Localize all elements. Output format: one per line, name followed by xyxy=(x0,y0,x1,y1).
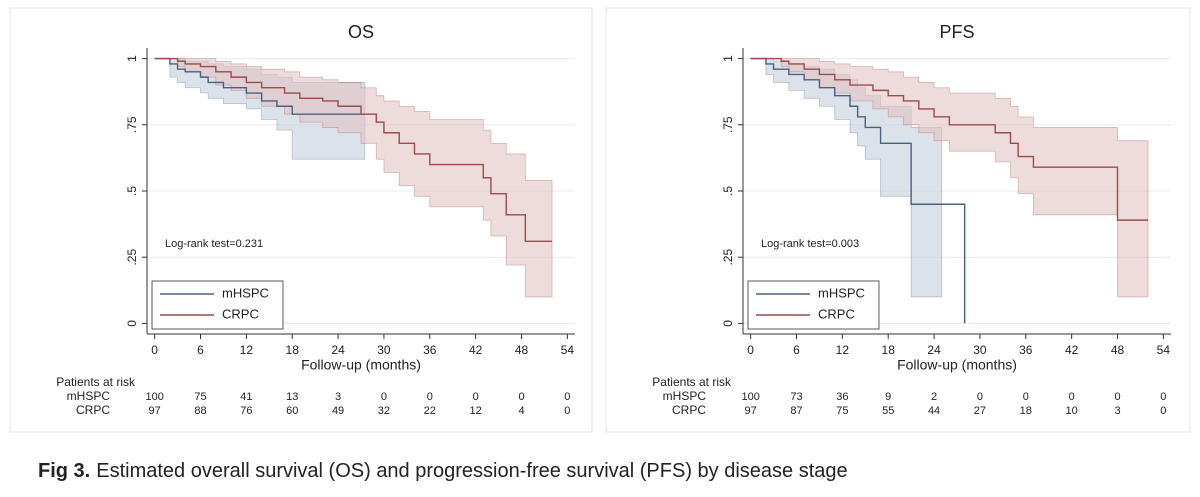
x-tick-label: 24 xyxy=(927,343,941,357)
x-tick-label: 48 xyxy=(515,343,529,357)
risk-count: 18 xyxy=(1020,405,1032,417)
risk-count: 49 xyxy=(332,405,344,417)
x-tick-label: 12 xyxy=(836,343,850,357)
risk-count: 10 xyxy=(1066,405,1078,417)
risk-count: 76 xyxy=(240,405,252,417)
x-tick-label: 30 xyxy=(377,343,391,357)
legend-label: CRPC xyxy=(818,306,855,321)
risk-count: 41 xyxy=(240,391,252,403)
risk-count: 32 xyxy=(378,405,390,417)
risk-count: 3 xyxy=(335,391,341,403)
legend-box xyxy=(747,280,880,330)
y-tick-label: .5 xyxy=(721,186,735,196)
risk-count: 75 xyxy=(194,391,206,403)
risk-count: 12 xyxy=(470,405,482,417)
risk-count: 100 xyxy=(741,391,759,403)
y-tick-label: .25 xyxy=(721,249,735,266)
x-tick-label: 36 xyxy=(1019,343,1033,357)
caption-text: Estimated overall survival (OS) and prog… xyxy=(96,460,847,482)
y-tick-label: .75 xyxy=(125,116,139,133)
risk-count: 0 xyxy=(564,405,570,417)
y-tick-label: 0 xyxy=(125,320,139,327)
x-tick-label: 0 xyxy=(151,343,158,357)
risk-table-title: Patients at risk xyxy=(56,375,136,389)
legend-label: CRPC xyxy=(222,306,259,321)
x-tick-label: 18 xyxy=(286,343,300,357)
risk-count: 0 xyxy=(1114,391,1120,403)
annotation: Log-rank test=0.003 xyxy=(761,238,859,250)
risk-row-name: mHSPC xyxy=(67,389,111,403)
annotation: Log-rank test=0.231 xyxy=(165,238,263,250)
x-axis-label: Follow-up (months) xyxy=(897,357,1017,373)
legend-label: mHSPC xyxy=(818,285,865,300)
x-tick-label: 48 xyxy=(1111,343,1125,357)
risk-count: 75 xyxy=(836,405,848,417)
risk-count: 0 xyxy=(564,391,570,403)
y-tick-label: .25 xyxy=(125,249,139,266)
x-tick-label: 54 xyxy=(1157,343,1171,357)
risk-count: 0 xyxy=(977,391,983,403)
y-tick-label: 1 xyxy=(721,55,735,62)
x-tick-label: 6 xyxy=(197,343,204,357)
survival-line xyxy=(750,57,1149,221)
risk-count: 3 xyxy=(1114,405,1120,417)
risk-count: 0 xyxy=(1160,405,1166,417)
risk-count: 100 xyxy=(145,391,163,403)
x-tick-label: 54 xyxy=(561,343,575,357)
risk-count: 87 xyxy=(790,405,802,417)
chart-title: PFS xyxy=(939,22,974,42)
risk-count: 0 xyxy=(518,391,524,403)
risk-count: 36 xyxy=(836,391,848,403)
risk-count: 4 xyxy=(518,405,524,417)
x-tick-label: 42 xyxy=(469,343,483,357)
x-axis-label: Follow-up (months) xyxy=(301,357,421,373)
legend-box xyxy=(151,280,284,330)
survival-line xyxy=(154,57,365,115)
risk-count: 0 xyxy=(1160,391,1166,403)
x-tick-label: 12 xyxy=(240,343,254,357)
risk-count: 22 xyxy=(424,405,436,417)
risk-row-name: CRPC xyxy=(76,403,110,417)
legend-label: mHSPC xyxy=(222,285,269,300)
chart-title: OS xyxy=(348,22,374,42)
risk-count: 97 xyxy=(745,405,757,417)
caption-label: Fig 3. xyxy=(38,460,90,482)
risk-count: 0 xyxy=(473,391,479,403)
x-tick-label: 18 xyxy=(882,343,896,357)
risk-count: 2 xyxy=(931,391,937,403)
risk-count: 0 xyxy=(381,391,387,403)
survival-line xyxy=(154,57,553,243)
risk-count: 88 xyxy=(194,405,206,417)
risk-count: 0 xyxy=(1023,391,1029,403)
risk-count: 97 xyxy=(149,405,161,417)
caption: Fig 3. Estimated overall survival (OS) an… xyxy=(38,460,848,482)
risk-count: 60 xyxy=(286,405,298,417)
risk-count: 55 xyxy=(882,405,894,417)
risk-row-name: CRPC xyxy=(672,403,706,417)
y-tick-label: 0 xyxy=(721,320,735,327)
x-tick-label: 30 xyxy=(973,343,987,357)
x-tick-label: 36 xyxy=(423,343,437,357)
risk-count: 0 xyxy=(1069,391,1075,403)
risk-row-name: mHSPC xyxy=(663,389,707,403)
y-tick-label: .75 xyxy=(721,116,735,133)
risk-table-title: Patients at risk xyxy=(652,375,732,389)
x-tick-label: 6 xyxy=(793,343,800,357)
risk-count: 27 xyxy=(974,405,986,417)
risk-count: 0 xyxy=(427,391,433,403)
x-tick-label: 0 xyxy=(747,343,754,357)
y-tick-label: 1 xyxy=(125,55,139,62)
x-tick-label: 42 xyxy=(1065,343,1079,357)
risk-count: 44 xyxy=(928,405,940,417)
x-tick-label: 24 xyxy=(331,343,345,357)
y-tick-label: .5 xyxy=(125,186,139,196)
risk-count: 13 xyxy=(286,391,298,403)
risk-count: 9 xyxy=(885,391,891,403)
survival-line xyxy=(750,57,966,324)
risk-count: 73 xyxy=(790,391,802,403)
